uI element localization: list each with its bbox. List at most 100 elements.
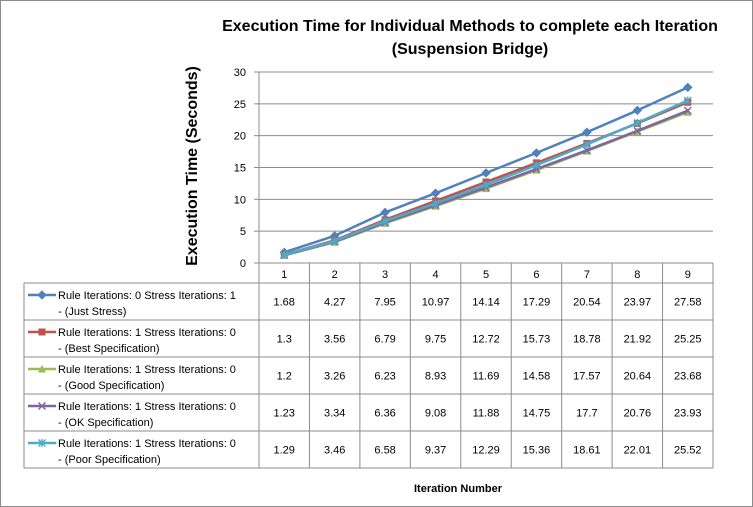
data-point: [582, 140, 591, 149]
data-table-cell: 15.36: [523, 445, 551, 457]
legend-key-marker: [38, 365, 46, 373]
data-table-cell: 7.95: [374, 297, 395, 309]
data-point: [683, 106, 692, 115]
legend-label: Rule Iterations: 1 Stress Iterations: 0: [58, 364, 236, 376]
data-point: [683, 82, 693, 93]
data-table-cell: 25.52: [674, 445, 702, 457]
y-tick-label: 10: [234, 194, 246, 206]
x-tick-label: 9: [685, 269, 691, 281]
data-point: [430, 188, 441, 198]
data-point: [280, 250, 289, 259]
y-tick-label: 25: [234, 99, 246, 111]
data-point: [632, 105, 643, 116]
chart-title-line1: Execution Time for Individual Methods to…: [222, 18, 718, 35]
data-point: [532, 161, 541, 170]
data-table-cell: 9.75: [425, 334, 446, 346]
data-point-stroke: [633, 126, 642, 135]
legend-label: - (Best Specification): [58, 343, 159, 355]
data-point: [582, 146, 591, 155]
legend-label: Rule Iterations: 1 Stress Iterations: 0: [58, 401, 236, 413]
data-table-cell: 14.75: [523, 408, 551, 420]
legend-key-marker: [37, 401, 47, 411]
legend-label: Rule Iterations: 0 Stress Iterations: 1: [58, 290, 236, 302]
data-table-cell: 23.93: [674, 408, 702, 420]
y-tick-label: 5: [240, 226, 246, 238]
chart-title-line2: (Suspension Bridge): [391, 41, 549, 58]
data-table-cell: 20.76: [624, 408, 652, 420]
legend-key-marker: [37, 290, 47, 300]
data-table-cell: 6.79: [374, 334, 395, 346]
legend-key-marker-stroke: [37, 401, 47, 411]
data-table-cell: 17.29: [523, 297, 551, 309]
y-tick-label: 30: [234, 67, 246, 79]
data-table-cell: 11.69: [473, 371, 500, 383]
data-table-cell: 1.2: [277, 371, 292, 383]
x-tick-label: 3: [382, 269, 388, 281]
data-table-cell: 3.34: [324, 408, 345, 420]
legend-label: - (Poor Specification): [58, 454, 161, 466]
data-table-cell: 9.08: [425, 408, 446, 420]
data-table-cell: 1.29: [274, 445, 295, 457]
data-point: [683, 108, 692, 116]
data-table-cell: 3.56: [324, 334, 345, 346]
legend-label: Rule Iterations: 1 Stress Iterations: 0: [58, 438, 236, 450]
legend-key-marker: [38, 328, 46, 336]
data-point: [683, 96, 692, 105]
data-point: [482, 180, 490, 189]
data-table-cell: 8.93: [425, 371, 446, 383]
data-table-cell: 3.46: [324, 445, 345, 457]
data-table-cell: 18.61: [573, 445, 601, 457]
data-table-cell: 23.97: [624, 297, 652, 309]
data-table-cell: 18.78: [573, 334, 601, 346]
data-table-cell: 17.7: [576, 408, 597, 420]
data-table-cell: 6.23: [374, 371, 395, 383]
data-point-stroke: [582, 146, 591, 155]
data-point: [381, 217, 390, 226]
data-point: [380, 207, 390, 218]
data-point: [582, 127, 592, 137]
x-axis-title: Iteration Number: [413, 483, 502, 495]
data-table-cell: 1.68: [274, 297, 295, 309]
data-table-cell: 4.27: [324, 297, 345, 309]
x-tick-label: 2: [332, 269, 338, 281]
y-tick-label: 15: [234, 163, 246, 175]
data-table-cell: 25.25: [674, 334, 702, 346]
data-table-cell: 20.64: [624, 371, 652, 383]
data-table-cell: 6.36: [374, 408, 395, 420]
data-table-cell: 9.37: [425, 445, 446, 457]
data-table-cell: 21.92: [624, 334, 652, 346]
data-table-cell: 11.88: [473, 408, 500, 420]
data-table-cell: 12.29: [472, 445, 500, 457]
data-point: [531, 148, 542, 158]
data-table-cell: 10.97: [422, 297, 450, 309]
data-table-cell: 14.14: [472, 297, 500, 309]
legend-label: Rule Iterations: 1 Stress Iterations: 0: [58, 327, 236, 339]
data-point: [330, 236, 339, 245]
y-tick-label: 20: [234, 131, 246, 143]
legend-label: - (Just Stress): [58, 306, 126, 318]
data-table-cell: 12.72: [472, 334, 500, 346]
data-table-cell: 3.26: [324, 371, 345, 383]
data-table-cell: 20.54: [573, 297, 601, 309]
x-tick-label: 7: [584, 269, 590, 281]
data-table-cell: 22.01: [624, 445, 652, 457]
data-table-cell: 17.57: [573, 371, 601, 383]
data-table-cell: 15.73: [523, 334, 551, 346]
data-point: [633, 126, 642, 135]
data-table-cell: 27.58: [674, 297, 702, 309]
data-point: [431, 199, 440, 208]
x-tick-label: 5: [483, 269, 489, 281]
legend-key-marker: [38, 439, 46, 447]
data-table-cell: 14.58: [523, 371, 551, 383]
data-point: [633, 118, 642, 127]
data-table-cell: 1.3: [277, 334, 292, 346]
legend-label: - (Good Specification): [58, 380, 164, 392]
chart-title: Execution Time for Individual Methods to…: [200, 15, 740, 61]
y-tick-label: 0: [240, 258, 246, 270]
data-table-cell: 1.23: [274, 408, 295, 420]
data-table-cell: 6.58: [374, 445, 395, 457]
x-tick-label: 1: [281, 269, 287, 281]
data-table-cell: 23.68: [674, 371, 702, 383]
